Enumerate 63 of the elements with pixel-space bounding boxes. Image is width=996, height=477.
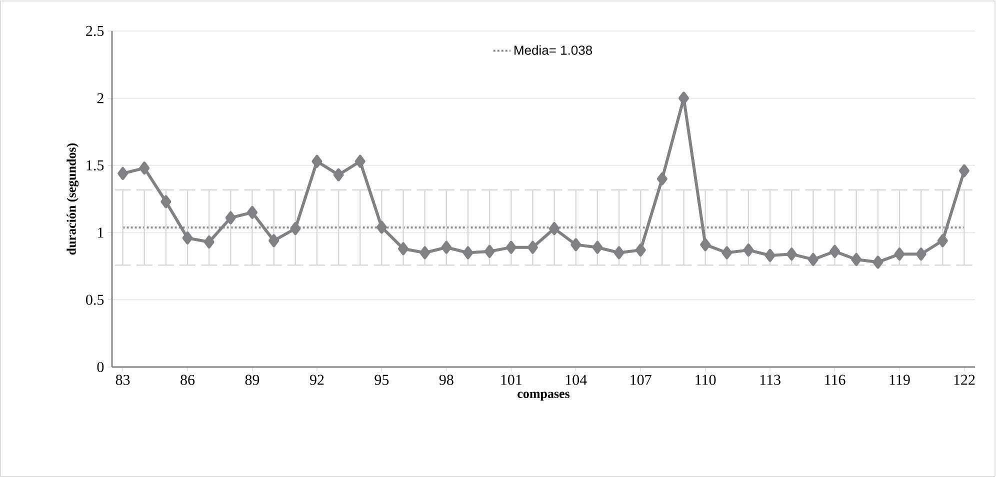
point [312, 154, 322, 168]
point [894, 248, 905, 261]
point [182, 231, 193, 244]
y-tick-label: 1.5 [86, 160, 104, 170]
x-tick-label: 89 [245, 374, 260, 385]
y-tick-label: 0 [97, 362, 104, 372]
point [506, 240, 516, 254]
point [635, 244, 646, 257]
x-tick-label: 113 [760, 374, 780, 385]
x-tick-label: 107 [630, 374, 652, 385]
legend-label: Media= 1.038 [514, 45, 592, 55]
point [268, 234, 280, 248]
point [549, 222, 560, 236]
point [118, 166, 128, 180]
point [462, 246, 474, 260]
point [937, 234, 948, 248]
point [851, 252, 862, 266]
x-axis-title: compases [518, 392, 570, 401]
y-tick-label: 2.5 [86, 26, 104, 36]
point [441, 240, 452, 254]
point [420, 246, 430, 260]
point [592, 240, 603, 254]
point [333, 168, 344, 182]
x-tick-label: 119 [890, 374, 910, 385]
point [958, 164, 970, 178]
point [743, 244, 754, 257]
x-tick-label: 92 [310, 374, 324, 385]
point [722, 246, 732, 260]
point [290, 222, 301, 236]
point [204, 236, 214, 249]
x-tick-label: 110 [696, 374, 716, 385]
point [830, 244, 840, 258]
point [354, 154, 366, 168]
x-tick-label: 83 [116, 374, 130, 385]
point [246, 206, 258, 219]
point [764, 248, 776, 262]
point [614, 246, 624, 260]
y-axis-title: duración (segundos) [66, 143, 79, 255]
point [160, 195, 172, 208]
y-tick-label: 1 [98, 228, 104, 238]
y-tick-label: 0.5 [86, 294, 104, 305]
x-tick-label: 98 [439, 374, 454, 385]
y-tick-label: 2 [97, 93, 104, 104]
point [527, 240, 538, 254]
point [872, 256, 884, 269]
point [786, 248, 797, 261]
x-tick-label: 116 [825, 374, 846, 385]
x-tick-label: 122 [954, 374, 975, 385]
point [376, 220, 387, 234]
point [808, 252, 818, 266]
point [678, 92, 689, 105]
x-tick-label: 104 [566, 374, 587, 385]
x-tick-label: 95 [374, 374, 389, 385]
point [225, 211, 236, 224]
point [484, 244, 495, 258]
x-tick-label: 101 [501, 374, 522, 385]
point [398, 242, 409, 256]
x-tick-label: 86 [180, 374, 195, 385]
point [139, 162, 150, 175]
point [656, 172, 668, 186]
point [570, 238, 582, 252]
point [916, 248, 926, 261]
point [700, 238, 711, 252]
